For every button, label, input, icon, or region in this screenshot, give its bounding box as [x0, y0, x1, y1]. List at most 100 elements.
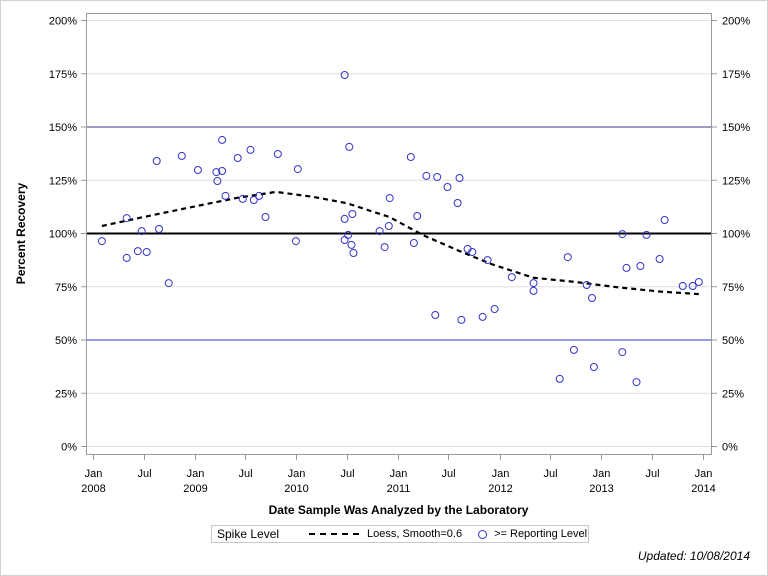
- x-tick-label: Jul: [441, 468, 455, 480]
- data-point: [193, 166, 202, 174]
- data-point: [455, 174, 464, 182]
- y-tick-label: 0%: [61, 442, 77, 454]
- data-point: [478, 312, 487, 321]
- data-point: [348, 210, 357, 218]
- x-tick-label: Jan: [593, 468, 611, 480]
- data-point: [678, 282, 687, 290]
- data-point: [563, 253, 572, 262]
- data-point: [349, 249, 358, 257]
- data-point: [249, 196, 258, 204]
- x-tick-year-label: 2009: [183, 483, 207, 495]
- data-point: [569, 345, 578, 354]
- y-tick-label: 200%: [49, 16, 77, 28]
- y-tick-label-right: 50%: [722, 335, 744, 347]
- data-point: [218, 135, 227, 144]
- data-point: [618, 230, 627, 239]
- data-point: [483, 256, 492, 265]
- data-point: [291, 237, 300, 246]
- legend-entry-loess: Loess, Smooth=0.6: [367, 528, 463, 540]
- data-point: [618, 348, 627, 357]
- x-tick-label: Jan: [390, 468, 408, 480]
- data-point: [213, 177, 222, 185]
- y-tick-label-right: 75%: [722, 282, 744, 294]
- y-tick-label-right: 150%: [722, 122, 750, 134]
- x-tick-label: Jan: [288, 468, 306, 480]
- data-point: [238, 194, 247, 203]
- data-point: [137, 227, 146, 236]
- data-point: [409, 239, 418, 247]
- y-tick-label: 125%: [49, 175, 77, 187]
- data-point: [443, 183, 452, 191]
- x-tick-label: Jul: [238, 468, 252, 480]
- data-point: [347, 240, 356, 249]
- data-point: [345, 142, 354, 151]
- data-point: [660, 216, 669, 224]
- y-tick-label-right: 200%: [722, 16, 750, 28]
- data-point: [293, 165, 302, 174]
- x-tick-label: Jul: [340, 468, 354, 480]
- y-tick-label: 100%: [49, 229, 77, 241]
- data-point: [340, 236, 349, 244]
- data-point: [221, 191, 230, 200]
- data-point: [340, 71, 349, 79]
- data-point: [385, 194, 394, 203]
- x-tick-label: Jul: [543, 468, 557, 480]
- y-tick-label-right: 100%: [722, 229, 750, 241]
- y-tick-label: 50%: [55, 335, 77, 347]
- data-point: [340, 214, 349, 223]
- data-point: [218, 167, 227, 175]
- data-point: [97, 237, 106, 246]
- data-point: [632, 378, 641, 387]
- recovery-chart: 0% 0% 25% 25% 50% 50% 75% 75% 100% 100% 125% 125% 15…: [14, 13, 750, 517]
- y-tick-label-right: 175%: [722, 69, 750, 81]
- x-tick-label: Jul: [645, 468, 659, 480]
- x-tick-year-label: 2014: [691, 483, 715, 495]
- data-point: [142, 248, 151, 256]
- data-point: [122, 253, 131, 262]
- data-point: [589, 363, 598, 371]
- data-point: [273, 150, 282, 158]
- y-tick-label-right: 25%: [722, 388, 744, 400]
- data-point: [155, 225, 163, 233]
- data-point: [246, 145, 255, 154]
- data-point: [642, 230, 651, 239]
- data-point: [413, 212, 422, 220]
- data-point: [507, 273, 516, 282]
- data-point: [622, 263, 631, 272]
- x-tick-label: Jan: [187, 468, 205, 480]
- y-tick-label: 150%: [49, 122, 77, 134]
- data-point: [694, 278, 703, 286]
- data-point: [164, 279, 173, 288]
- legend-entry-reporting-level: >= Reporting Level: [494, 528, 588, 540]
- updated-date: Updated: 10/08/2014: [637, 549, 750, 563]
- x-tick-year-label: 2012: [488, 483, 512, 495]
- data-point: [588, 294, 596, 302]
- data-point: [261, 213, 270, 221]
- data-point: [380, 243, 389, 252]
- circle-marker-icon: [478, 529, 488, 539]
- data-point: [453, 199, 462, 207]
- data-point: [431, 311, 440, 319]
- data-point: [344, 230, 353, 239]
- y-tick-label: 75%: [55, 282, 77, 294]
- y-tick-label: 25%: [55, 388, 77, 400]
- loess-line: [101, 190, 699, 296]
- data-point: [122, 214, 131, 223]
- data-point: [655, 255, 664, 263]
- x-tick-year-label: 2008: [81, 483, 105, 495]
- x-tick-year-label: 2013: [589, 483, 613, 495]
- data-point: [212, 168, 221, 177]
- x-tick-year-label: 2010: [284, 483, 308, 495]
- x-tick-label: Jan: [492, 468, 510, 480]
- data-point: [177, 151, 186, 160]
- data-point: [433, 173, 442, 181]
- data-point: [384, 222, 393, 230]
- legend-title: Spike Level: [217, 527, 280, 541]
- data-point: [688, 282, 697, 290]
- data-point: [582, 281, 591, 289]
- y-tick-label-right: 125%: [722, 175, 750, 187]
- loess-line-swatch: [309, 533, 359, 535]
- x-tick-label: Jan: [85, 468, 103, 480]
- legend: Spike Level Loess, Smooth=0.6 >= Reporti…: [211, 525, 589, 543]
